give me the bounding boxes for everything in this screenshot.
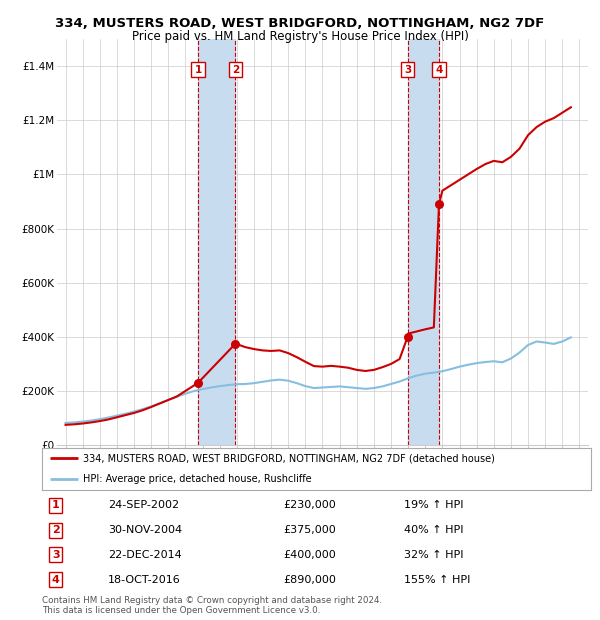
Text: 30-NOV-2004: 30-NOV-2004 <box>108 525 182 535</box>
Text: 2: 2 <box>232 64 239 74</box>
Text: HPI: Average price, detached house, Rushcliffe: HPI: Average price, detached house, Rush… <box>83 474 312 484</box>
Text: £400,000: £400,000 <box>284 550 337 560</box>
Text: £890,000: £890,000 <box>284 575 337 585</box>
Text: 32% ↑ HPI: 32% ↑ HPI <box>404 550 464 560</box>
Bar <box>198 39 235 445</box>
Text: 40% ↑ HPI: 40% ↑ HPI <box>404 525 464 535</box>
Text: 3: 3 <box>404 64 411 74</box>
Bar <box>407 39 439 445</box>
Text: 334, MUSTERS ROAD, WEST BRIDGFORD, NOTTINGHAM, NG2 7DF: 334, MUSTERS ROAD, WEST BRIDGFORD, NOTTI… <box>55 17 545 30</box>
Text: 1: 1 <box>194 64 202 74</box>
Text: 22-DEC-2014: 22-DEC-2014 <box>108 550 182 560</box>
Text: £375,000: £375,000 <box>284 525 337 535</box>
Text: 4: 4 <box>435 64 443 74</box>
Text: Price paid vs. HM Land Registry's House Price Index (HPI): Price paid vs. HM Land Registry's House … <box>131 30 469 43</box>
Text: 155% ↑ HPI: 155% ↑ HPI <box>404 575 471 585</box>
Text: 2: 2 <box>52 525 59 535</box>
Text: Contains HM Land Registry data © Crown copyright and database right 2024.: Contains HM Land Registry data © Crown c… <box>42 596 382 606</box>
Text: 4: 4 <box>52 575 59 585</box>
Text: 19% ↑ HPI: 19% ↑ HPI <box>404 500 464 510</box>
Text: 334, MUSTERS ROAD, WEST BRIDGFORD, NOTTINGHAM, NG2 7DF (detached house): 334, MUSTERS ROAD, WEST BRIDGFORD, NOTTI… <box>83 453 495 463</box>
Text: £230,000: £230,000 <box>284 500 337 510</box>
Text: 3: 3 <box>52 550 59 560</box>
Text: 18-OCT-2016: 18-OCT-2016 <box>108 575 181 585</box>
Text: 24-SEP-2002: 24-SEP-2002 <box>108 500 179 510</box>
Text: 1: 1 <box>52 500 59 510</box>
Text: This data is licensed under the Open Government Licence v3.0.: This data is licensed under the Open Gov… <box>42 606 320 616</box>
